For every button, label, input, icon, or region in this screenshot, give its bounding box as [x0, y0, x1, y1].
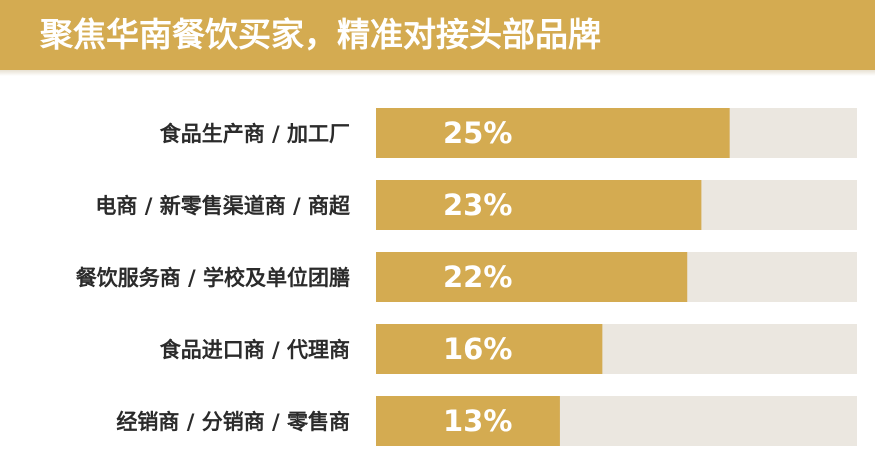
category-label: 电商 / 新零售渠道商 / 商超	[95, 194, 351, 218]
bar	[376, 252, 688, 302]
bar	[376, 108, 730, 158]
category-label: 经销商 / 分销商 / 零售商	[116, 410, 350, 434]
bar	[376, 324, 603, 374]
bar-row: 23% 电商 / 新零售渠道商 / 商超	[95, 180, 857, 230]
bar-value-label: 13%	[443, 404, 512, 438]
page-title: 聚焦华南餐饮买家，精准对接头部品牌	[40, 15, 601, 54]
bar-row: 22% 餐饮服务商 / 学校及单位团膳	[76, 252, 857, 302]
bar-row: 25% 食品生产商 / 加工厂	[160, 108, 857, 158]
category-label: 食品生产商 / 加工厂	[160, 122, 350, 146]
bar	[376, 396, 560, 446]
bar-row: 16% 食品进口商 / 代理商	[160, 324, 857, 374]
bar-value-label: 25%	[443, 116, 512, 150]
bar-value-label: 22%	[443, 260, 512, 294]
bar-value-label: 23%	[443, 188, 512, 222]
category-label: 餐饮服务商 / 学校及单位团膳	[76, 266, 350, 290]
title-banner: 聚焦华南餐饮买家，精准对接头部品牌	[0, 0, 875, 70]
banner-shadow	[0, 70, 875, 76]
bar	[376, 180, 702, 230]
bar-row: 13% 经销商 / 分销商 / 零售商	[116, 396, 857, 446]
category-label: 食品进口商 / 代理商	[160, 338, 350, 362]
bar-value-label: 16%	[443, 332, 512, 366]
